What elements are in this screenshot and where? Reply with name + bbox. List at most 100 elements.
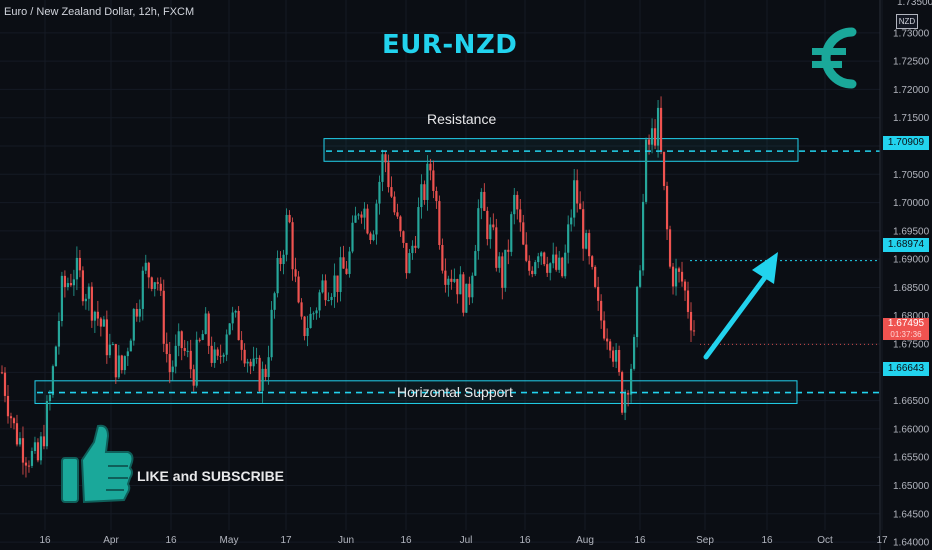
candle-body — [414, 245, 417, 248]
candle-body — [285, 214, 288, 255]
candle-body — [594, 266, 597, 287]
x-tick-label: 17 — [876, 535, 888, 546]
candle-body — [417, 207, 420, 248]
candle-body — [60, 275, 64, 322]
currency-badge[interactable]: NZD — [896, 14, 918, 29]
candle-body — [537, 256, 540, 263]
candle-body — [84, 298, 87, 302]
candle-body — [531, 270, 534, 275]
candle-body — [195, 339, 198, 386]
candle-body — [6, 395, 10, 417]
candle-body — [378, 181, 381, 204]
candle-body — [683, 281, 687, 291]
candle-body — [87, 286, 90, 299]
candle-body — [450, 278, 453, 282]
candle-body — [270, 309, 273, 358]
candle-body — [324, 280, 327, 301]
support-price-tag: 1.66643 — [883, 362, 929, 376]
candle-body — [201, 334, 204, 340]
candle-body — [381, 154, 384, 182]
candle-body — [653, 128, 657, 146]
candle-body — [641, 201, 645, 271]
candle-body — [228, 323, 231, 335]
candle-body — [348, 251, 351, 274]
candle-body — [366, 208, 369, 234]
candle-body — [369, 233, 372, 240]
candle-body — [525, 244, 528, 261]
candle-body — [207, 313, 210, 346]
candle-body — [234, 310, 237, 313]
candle-body — [327, 300, 330, 302]
candle-body — [471, 275, 474, 298]
candle-body — [504, 249, 507, 288]
candle-body — [456, 278, 459, 295]
candle-body — [618, 349, 621, 373]
candle-body — [668, 229, 672, 267]
candle-body — [309, 313, 312, 328]
candle-body — [429, 163, 432, 171]
candle-body — [692, 330, 696, 332]
candle-body — [426, 163, 429, 200]
candle-body — [336, 275, 339, 292]
candle-body — [582, 209, 585, 249]
candle-body — [288, 214, 291, 223]
x-tick-label: Oct — [817, 535, 833, 546]
candle-body — [635, 286, 639, 338]
candle-body — [480, 191, 483, 209]
candle-body — [75, 257, 78, 280]
candle-body — [138, 308, 141, 317]
candle-body — [63, 275, 67, 288]
candle-body — [489, 224, 492, 240]
candle-body — [477, 208, 480, 252]
candle-body — [111, 344, 114, 346]
candle-body — [516, 194, 519, 210]
candle-body — [674, 268, 678, 287]
x-tick-label: Aug — [576, 535, 594, 546]
candle-body — [564, 252, 567, 277]
candle-body — [147, 262, 150, 278]
y-tick-label: 1.65500 — [893, 453, 930, 464]
candle-body — [156, 282, 159, 284]
candle-body — [375, 203, 378, 235]
y-tick-label: 1.64500 — [893, 509, 930, 520]
y-tick-label: 1.66500 — [893, 396, 930, 407]
y-tick-label: 1.72500 — [893, 57, 930, 68]
candle-body — [210, 345, 213, 363]
candle-body — [303, 316, 306, 337]
candle-body — [357, 214, 360, 216]
resistance-price-tag: 1.70909 — [883, 136, 929, 150]
candle-body — [120, 355, 123, 371]
candle-body — [189, 350, 192, 370]
candle-body — [291, 222, 294, 270]
candle-body — [3, 372, 7, 396]
candle-body — [609, 341, 612, 351]
chart-title: EUR-NZD — [382, 30, 518, 60]
candle-body — [192, 369, 195, 386]
x-tick-label: Jul — [460, 535, 473, 546]
candle-body — [99, 318, 102, 327]
candle-body — [240, 340, 243, 350]
y-tick-label: 1.73000 — [893, 28, 930, 39]
candle-body — [78, 257, 81, 271]
candle-body — [483, 191, 486, 211]
candle-body — [441, 245, 444, 271]
candle-body — [492, 224, 495, 228]
candle-body — [363, 208, 366, 218]
candle-body — [558, 257, 561, 270]
candle-body — [540, 252, 543, 257]
candle-body — [333, 275, 336, 297]
candle-body — [231, 312, 234, 324]
x-tick-label: Jun — [338, 535, 354, 546]
candle-body — [237, 310, 240, 341]
resistance-label: Resistance — [427, 111, 497, 127]
candle-body — [462, 274, 465, 313]
candle-body — [267, 357, 270, 378]
candle-body — [297, 276, 300, 303]
candle-body — [108, 344, 111, 356]
candle-body — [90, 286, 93, 321]
candle-body — [573, 180, 576, 218]
candle-body — [261, 368, 264, 391]
candle-body — [644, 139, 648, 202]
candle-body — [198, 339, 201, 341]
